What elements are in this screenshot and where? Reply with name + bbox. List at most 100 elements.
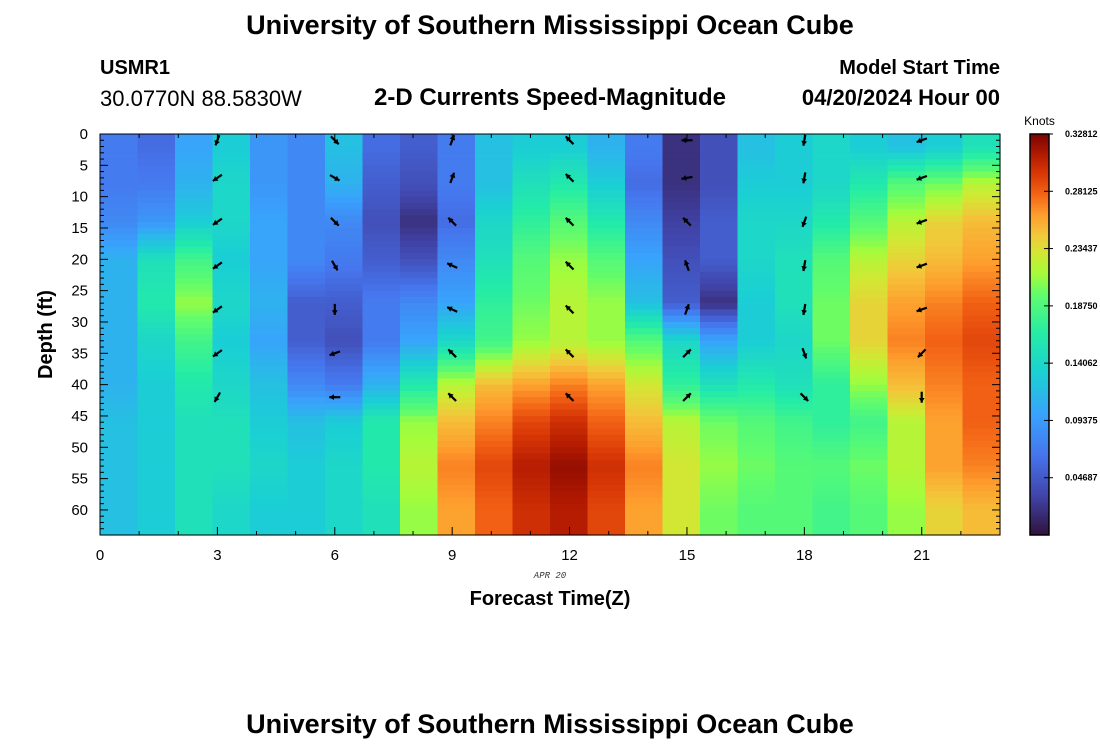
heat-cell [325, 441, 364, 448]
x-tick-label: 15 [679, 547, 696, 564]
heat-cell [700, 484, 739, 492]
heat-cell [512, 328, 551, 336]
heat-cell [325, 315, 364, 323]
heat-cell [400, 202, 439, 210]
heat-cell [475, 190, 514, 198]
heat-cell [250, 196, 289, 204]
heat-cell [325, 459, 364, 467]
heat-cell [775, 209, 814, 217]
heat-cell [175, 459, 214, 467]
heat-cell [662, 334, 701, 342]
heat-cell [775, 309, 814, 317]
heat-cell [587, 134, 626, 141]
heat-cell [250, 290, 289, 298]
heat-cell [100, 528, 139, 536]
heat-cell [437, 171, 476, 179]
heat-cell [587, 434, 626, 442]
heat-cell [212, 403, 251, 411]
heat-cell [887, 328, 926, 336]
heat-cell [850, 384, 889, 392]
heat-cell [512, 309, 551, 317]
heat-cell [850, 146, 889, 154]
heat-cell [512, 403, 551, 411]
heat-cell [700, 466, 739, 473]
heat-cell [137, 265, 176, 273]
heat-cell [662, 215, 701, 223]
heat-cell [925, 491, 964, 499]
heat-cell [737, 227, 776, 235]
current-arrowhead [565, 217, 571, 224]
heat-cell [512, 365, 551, 373]
heat-cell [212, 472, 251, 480]
heat-cell [775, 140, 814, 148]
current-arrowhead [447, 262, 453, 268]
heat-cell [775, 434, 814, 442]
heat-cell [850, 328, 889, 336]
heat-cell [550, 428, 589, 436]
heat-cell [700, 209, 739, 217]
heat-cell [362, 509, 401, 517]
heat-cell [512, 497, 551, 505]
heat-cell [250, 522, 289, 530]
heat-cell [212, 441, 251, 448]
heat-cell [737, 253, 776, 260]
heat-cell [325, 171, 364, 179]
heat-cell [475, 315, 514, 323]
heat-cell [550, 434, 589, 442]
heat-cell [287, 196, 326, 204]
heat-cell [925, 171, 964, 179]
heat-cell [362, 171, 401, 179]
heat-cell [512, 159, 551, 166]
heat-cell [662, 171, 701, 179]
heat-cell [212, 134, 251, 141]
heat-cell [850, 441, 889, 448]
heat-cell [437, 359, 476, 367]
heat-cell [550, 340, 589, 348]
heat-cell [737, 497, 776, 505]
heat-cell [250, 478, 289, 486]
x-tick-label: 12 [561, 547, 578, 564]
heat-cell [887, 353, 926, 361]
heat-cell [100, 478, 139, 486]
heat-cell [175, 334, 214, 342]
heat-cell [550, 284, 589, 292]
heat-cell [737, 491, 776, 499]
heat-cell [325, 516, 364, 524]
heat-cell [475, 528, 514, 536]
heat-cell [812, 359, 851, 367]
heat-cell [437, 422, 476, 430]
heat-cell [175, 165, 214, 173]
heat-cell [587, 422, 626, 430]
heat-cell [475, 365, 514, 373]
heat-cell [325, 209, 364, 217]
heat-cell [475, 259, 514, 267]
heat-cell [737, 522, 776, 530]
heat-cell [887, 246, 926, 254]
heat-cell [137, 309, 176, 317]
heat-cell [887, 202, 926, 210]
heat-cell [850, 459, 889, 467]
heat-cell [325, 484, 364, 492]
heat-cell [962, 522, 1001, 530]
heat-cell [475, 296, 514, 304]
heat-cell [887, 509, 926, 517]
heat-cell [962, 484, 1001, 492]
heat-cell [737, 372, 776, 379]
heat-cell [812, 215, 851, 223]
heat-cell [625, 447, 664, 455]
heat-cell [175, 202, 214, 210]
heat-cell [437, 271, 476, 279]
current-arrowhead [329, 394, 334, 400]
heat-cell [887, 472, 926, 480]
current-arrowhead [565, 174, 571, 180]
heat-cell [737, 447, 776, 455]
heat-cell [775, 296, 814, 304]
heat-cell [512, 271, 551, 279]
heat-cell [962, 146, 1001, 154]
heat-cell [400, 146, 439, 154]
heat-cell [925, 184, 964, 191]
heat-cell [437, 246, 476, 254]
heat-cell [587, 403, 626, 411]
heat-cell [437, 209, 476, 217]
heat-cell [362, 303, 401, 311]
